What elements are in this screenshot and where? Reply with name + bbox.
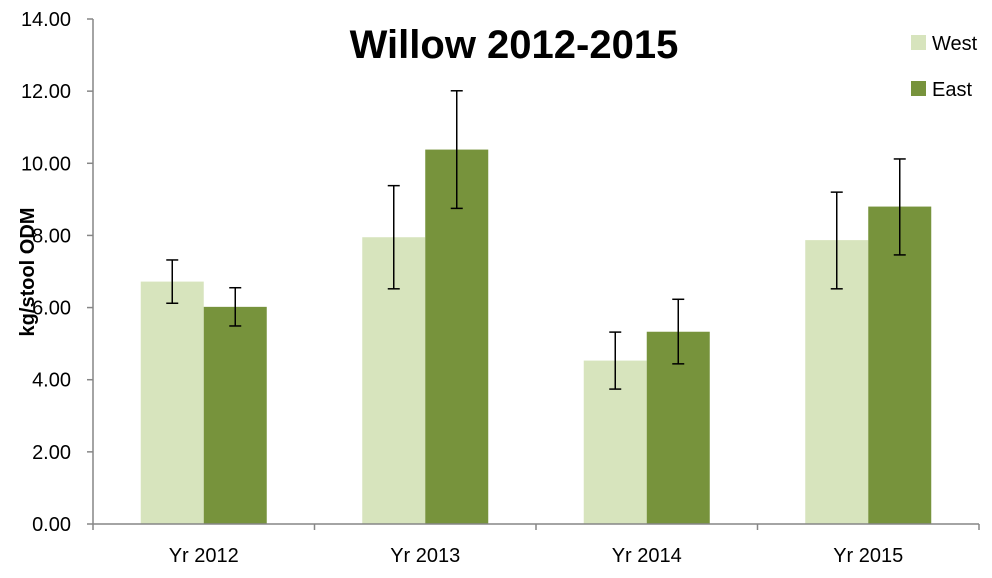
y-axis-label: kg/stool ODM (17, 208, 39, 337)
axes-layer: 0.00 2.00 4.00 6.00 8.00 10.00 12.00 14.00 Yr 20… (21, 9, 980, 567)
bar-west-0 (140, 281, 204, 524)
y-tick-label: 6.00 (32, 298, 71, 320)
x-tick-label: Yr 2014 (612, 545, 682, 567)
bar-east-0 (203, 306, 267, 524)
bars-layer (140, 149, 932, 525)
error-bars-layer (166, 90, 906, 390)
legend-swatch-east (911, 81, 926, 96)
y-tick-label: 2.00 (32, 442, 71, 464)
legend: West East (911, 33, 978, 101)
chart-title: Willow 2012-2015 (350, 23, 679, 67)
y-tick-label: 8.00 (32, 225, 71, 247)
legend-label-west: West (932, 33, 978, 55)
y-tick-label: 12.00 (21, 81, 71, 103)
y-tick-label: 4.00 (32, 370, 71, 392)
x-tick-label: Yr 2013 (390, 545, 460, 567)
bar-east-1 (425, 149, 489, 525)
x-tick-label: Yr 2012 (169, 545, 239, 567)
legend-label-east: East (932, 79, 972, 101)
legend-swatch-west (911, 35, 926, 50)
y-tick-label: 14.00 (21, 9, 71, 31)
y-tick-label: 10.00 (21, 153, 71, 175)
bar-east-3 (868, 206, 932, 525)
y-tick-label: 0.00 (32, 514, 71, 536)
x-tick-label: Yr 2015 (833, 545, 903, 567)
